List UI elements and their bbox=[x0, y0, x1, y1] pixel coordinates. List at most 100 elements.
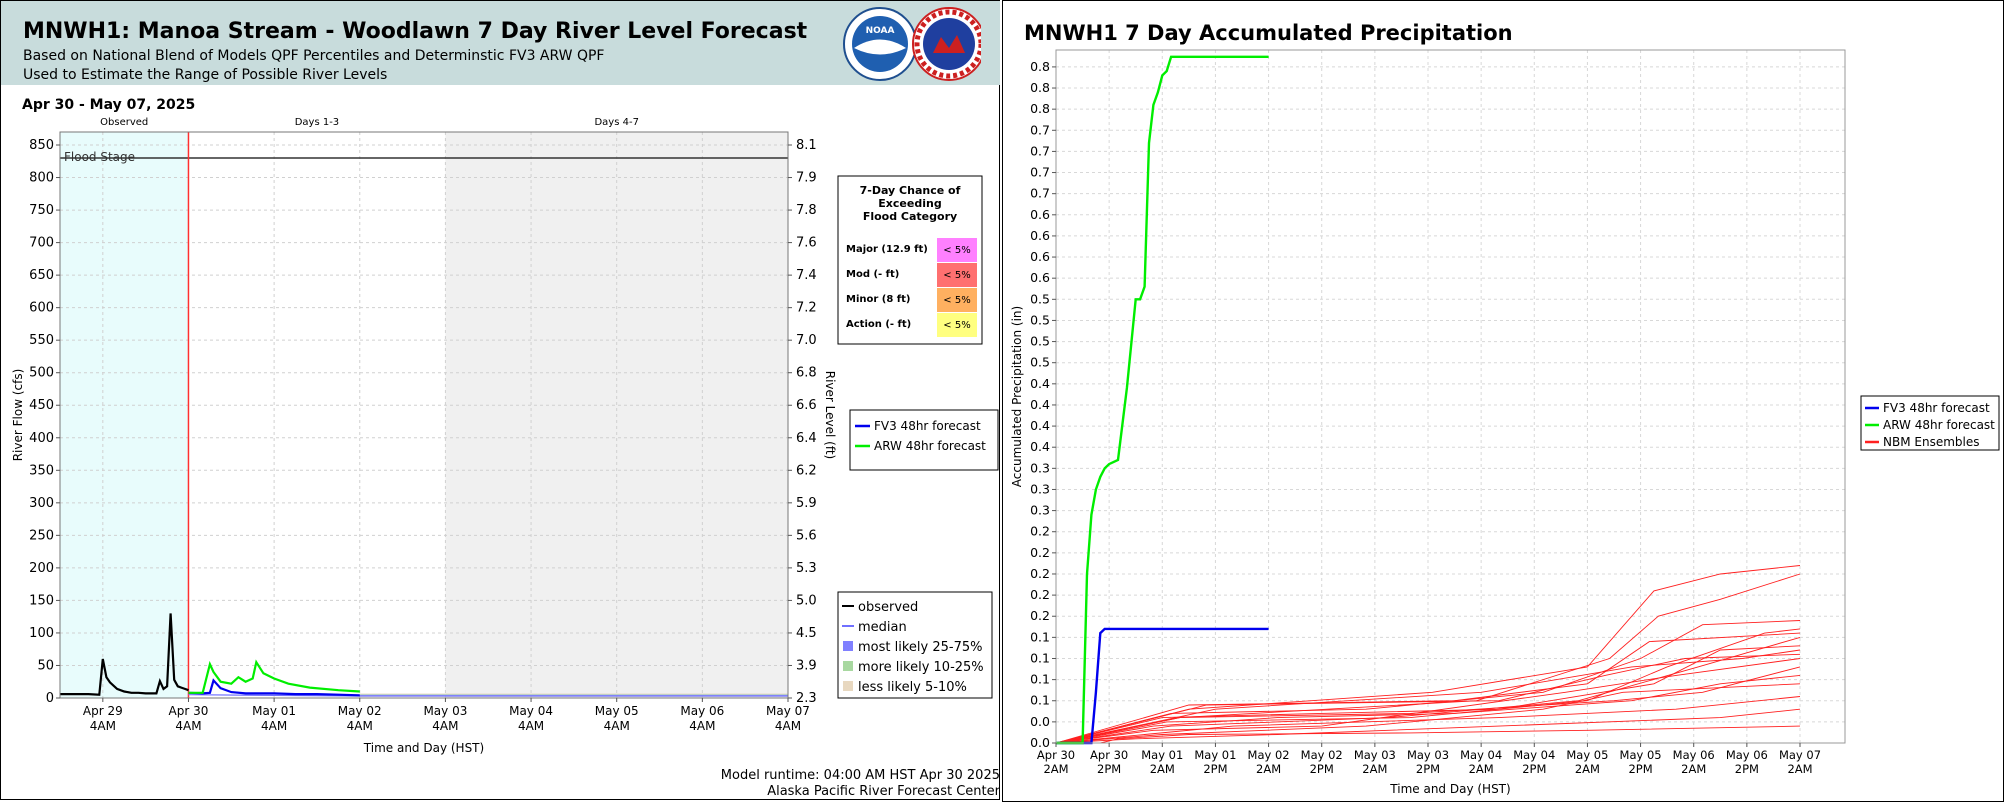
y2-tick-label: 6.8 bbox=[796, 366, 817, 381]
y-tick-label: 0.6 bbox=[1030, 207, 1050, 222]
y-tick-label: 0.2 bbox=[1030, 608, 1050, 623]
flood-table-row-label: Mod (- ft) bbox=[846, 269, 899, 280]
x-tick-label: 2PM bbox=[1416, 762, 1440, 776]
noaa-logo: NOAA bbox=[843, 7, 917, 81]
flood-table-row-label: Action (- ft) bbox=[846, 319, 911, 330]
x-tick-label: 2AM bbox=[1256, 762, 1281, 776]
flood-table-value: < 5% bbox=[943, 320, 970, 331]
y2-tick-label: 6.4 bbox=[796, 431, 817, 446]
y-tick-label: 0.2 bbox=[1030, 587, 1050, 602]
model-legend bbox=[849, 409, 999, 471]
x-tick-label: May 04 bbox=[1513, 748, 1555, 762]
y2-tick-label: 3.9 bbox=[796, 658, 817, 673]
agency-logos: NOAA bbox=[843, 7, 981, 81]
x-tick-label: 2AM bbox=[1787, 762, 1812, 776]
y-tick-label: 500 bbox=[29, 366, 54, 381]
y-tick-label: 0.8 bbox=[1030, 101, 1050, 116]
forecast-band bbox=[359, 694, 788, 697]
y-tick-label: 200 bbox=[29, 561, 54, 576]
flood-table-cell bbox=[937, 238, 977, 262]
x-tick-label: 2PM bbox=[1310, 762, 1334, 776]
y-tick-label: 550 bbox=[29, 333, 54, 348]
y-tick-label: 850 bbox=[29, 138, 54, 153]
nws-logo bbox=[912, 7, 981, 81]
y-tick-label: 750 bbox=[29, 203, 54, 218]
x-tick-label: 2AM bbox=[1362, 762, 1387, 776]
x-tick-label: May 05 bbox=[1566, 748, 1608, 762]
x-tick-label: 4AM bbox=[775, 719, 801, 733]
y-tick-label: 0.1 bbox=[1030, 672, 1050, 687]
y-tick-label: 100 bbox=[29, 626, 54, 641]
flood-table-row-label: Major (12.9 ft) bbox=[846, 244, 928, 255]
x-tick-label: 4AM bbox=[518, 719, 544, 733]
flood-table-row-label: Minor (8 ft) bbox=[846, 294, 911, 305]
y-tick-label: 0.5 bbox=[1030, 312, 1050, 327]
y2-tick-label: 7.0 bbox=[796, 333, 817, 348]
y-tick-label: 0.5 bbox=[1030, 355, 1050, 370]
x-tick-label: May 07 bbox=[766, 704, 810, 718]
y-tick-label: 0.7 bbox=[1030, 143, 1050, 158]
flood-table-cell bbox=[937, 288, 977, 312]
x-tick-label: Apr 30 bbox=[1037, 748, 1075, 762]
x-tick-label: 2AM bbox=[1469, 762, 1494, 776]
x-tick-label: 2AM bbox=[1575, 762, 1600, 776]
nbm-ensemble-member bbox=[1055, 658, 1801, 744]
series-median bbox=[188, 694, 788, 697]
y-tick-label: 0.2 bbox=[1030, 566, 1050, 581]
x-tick-label: Apr 30 bbox=[1090, 748, 1128, 762]
flood-table-value: < 5% bbox=[943, 270, 970, 281]
y-tick-label: 0.4 bbox=[1030, 418, 1050, 433]
main-legend bbox=[837, 591, 993, 699]
y-tick-label: 0.3 bbox=[1030, 460, 1050, 475]
y-tick-label: 0.5 bbox=[1030, 334, 1050, 349]
x-axis-label: Time and Day (HST) bbox=[1389, 782, 1510, 796]
header-subtitle-1: Based on National Blend of Models QPF Pe… bbox=[23, 48, 605, 64]
flood-table-title: Flood Category bbox=[863, 210, 957, 223]
y-tick-label: 450 bbox=[29, 398, 54, 413]
y-tick-label: 0.2 bbox=[1030, 545, 1050, 560]
noaa-logo-text: NOAA bbox=[866, 26, 895, 36]
plot-bg bbox=[1056, 50, 1845, 743]
y-tick-label: 0.3 bbox=[1030, 481, 1050, 496]
x-tick-label: 4AM bbox=[689, 719, 715, 733]
x-tick-label: 2PM bbox=[1203, 762, 1227, 776]
y-tick-label: 0.4 bbox=[1030, 376, 1050, 391]
y-tick-label: 300 bbox=[29, 496, 54, 511]
y-tick-label: 0.7 bbox=[1030, 165, 1050, 180]
y2-tick-label: 5.0 bbox=[796, 593, 817, 608]
y-tick-label: 0.8 bbox=[1030, 80, 1050, 95]
flood-table-title: 7-Day Chance of bbox=[860, 184, 961, 197]
main-legend-label: median bbox=[858, 620, 907, 635]
y2-tick-label: 7.8 bbox=[796, 203, 817, 218]
nbm-ensemble-member bbox=[1055, 696, 1801, 744]
y2-tick-label: 8.1 bbox=[796, 138, 817, 153]
y-tick-label: 650 bbox=[29, 268, 54, 283]
y2-tick-label: 2.3 bbox=[796, 691, 817, 706]
x-tick-label: May 03 bbox=[1407, 748, 1449, 762]
precip-legend bbox=[1860, 395, 2000, 451]
y-tick-label: 250 bbox=[29, 528, 54, 543]
y-axis-label: Accumulated Precipitation (in) bbox=[1010, 306, 1024, 487]
x-tick-label: Apr 30 bbox=[169, 704, 209, 718]
y-tick-label: 0.1 bbox=[1030, 650, 1050, 665]
y-tick-label: 0.6 bbox=[1030, 249, 1050, 264]
y-tick-label: 0.5 bbox=[1030, 291, 1050, 306]
x-tick-label: May 04 bbox=[509, 704, 553, 718]
y-tick-label: 400 bbox=[29, 431, 54, 446]
x-tick-label: 4AM bbox=[604, 719, 630, 733]
flood-stage-label: Flood Stage bbox=[64, 150, 135, 164]
y-tick-label: 0.6 bbox=[1030, 228, 1050, 243]
x-tick-label: May 01 bbox=[1194, 748, 1236, 762]
y-tick-label: 0.0 bbox=[1030, 714, 1050, 729]
main-legend-swatch bbox=[843, 681, 853, 691]
y-tick-label: 150 bbox=[29, 593, 54, 608]
header-subtitle-2: Used to Estimate the Range of Possible R… bbox=[23, 67, 388, 83]
series-observed bbox=[60, 613, 189, 696]
x-tick-label: 2PM bbox=[1628, 762, 1652, 776]
y2-tick-label: 7.6 bbox=[796, 236, 817, 251]
x-tick-label: 2PM bbox=[1522, 762, 1546, 776]
x-tick-label: May 05 bbox=[1620, 748, 1662, 762]
y-tick-label: 0.6 bbox=[1030, 270, 1050, 285]
x-tick-label: May 07 bbox=[1779, 748, 1821, 762]
y-tick-label: 0.1 bbox=[1030, 629, 1050, 644]
